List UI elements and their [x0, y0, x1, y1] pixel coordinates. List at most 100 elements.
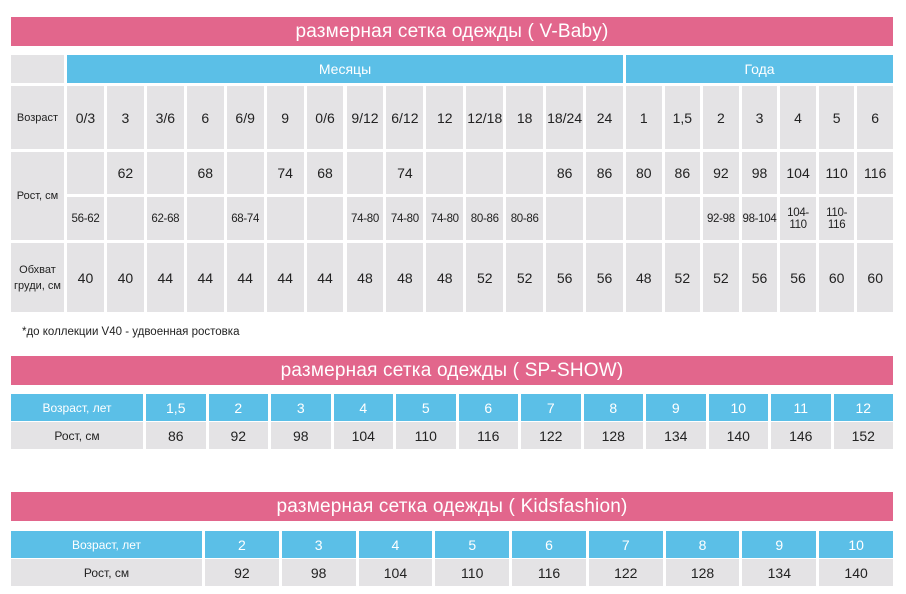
height-cell: 92 [703, 152, 739, 194]
height-cell: 110 [818, 152, 855, 194]
chest-cell: 48 [426, 243, 464, 312]
height-range-cell [106, 197, 144, 240]
age-cell: 8 [665, 531, 740, 558]
age-cell: 6 [458, 394, 518, 421]
height-cell: 140 [708, 422, 768, 449]
height-cell: 110 [435, 559, 510, 586]
age-cell: 4 [333, 394, 393, 421]
age-cell: 12 [833, 394, 893, 421]
age-cell: 5 [435, 531, 510, 558]
height-cell: 80 [626, 152, 662, 194]
height-row-label: Рост, см [11, 152, 64, 240]
height-cell: 98 [271, 422, 331, 449]
age-cell: 1,5 [664, 86, 701, 149]
age-row-label: Возраст [11, 86, 64, 149]
height-cell: 146 [771, 422, 831, 449]
chest-cell: 60 [857, 243, 893, 312]
chest-cell: 44 [266, 243, 304, 312]
height-cell: 116 [458, 422, 518, 449]
age-cell: 3 [741, 86, 778, 149]
age-cell: 0/3 [67, 86, 104, 149]
height-range-cell [626, 197, 662, 240]
height-range-cell: 92-98 [703, 197, 739, 240]
chest-cell: 52 [466, 243, 504, 312]
height-cell: 74 [266, 152, 304, 194]
age-cell: 12 [426, 86, 464, 149]
height-range-cell [586, 197, 623, 240]
age-cell: 9/12 [346, 86, 384, 149]
height-cell: 68 [306, 152, 344, 194]
height-cell: 134 [646, 422, 706, 449]
chest-cell: 48 [346, 243, 384, 312]
height-range-cell [546, 197, 584, 240]
age-cell: 4 [358, 531, 433, 558]
height-cell: 74 [386, 152, 424, 194]
height-cell [426, 152, 464, 194]
chest-cell: 44 [226, 243, 264, 312]
height-cell: 104 [333, 422, 393, 449]
height-range-cell: 98-104 [741, 197, 778, 240]
age-cell: 5 [396, 394, 456, 421]
age-cell: 1,5 [146, 394, 206, 421]
age-cell: 6/12 [386, 86, 424, 149]
age-cell: 3 [271, 394, 331, 421]
height-cell [67, 152, 104, 194]
age-cell: 10 [708, 394, 768, 421]
chest-cell: 60 [818, 243, 855, 312]
chest-cell: 40 [106, 243, 144, 312]
height-range-cell [306, 197, 344, 240]
age-cell: 2 [703, 86, 739, 149]
months-group-header: Месяцы [67, 55, 623, 83]
height-cell: 128 [583, 422, 643, 449]
chest-cell: 56 [546, 243, 584, 312]
height-range-cell: 74-80 [426, 197, 464, 240]
age-row-label: Возраст, лет [11, 394, 143, 421]
height-cell: 122 [521, 422, 581, 449]
height-cell: 92 [205, 559, 279, 586]
age-cell: 18 [506, 86, 544, 149]
height-range-cell: 104-110 [780, 197, 816, 240]
age-cell: 9 [742, 531, 817, 558]
chest-cell: 56 [780, 243, 816, 312]
height-range-cell: 62-68 [146, 197, 184, 240]
age-cell: 7 [521, 394, 581, 421]
height-cell: 152 [833, 422, 893, 449]
height-cell: 140 [819, 559, 893, 586]
height-cell [466, 152, 504, 194]
height-cell: 116 [512, 559, 586, 586]
height-range-cell: 56-62 [67, 197, 104, 240]
chest-cell: 40 [67, 243, 104, 312]
age-cell: 7 [588, 531, 663, 558]
age-cell: 10 [819, 531, 893, 558]
age-cell: 0/6 [306, 86, 344, 149]
age-cell: 2 [205, 531, 279, 558]
age-cell: 3 [106, 86, 144, 149]
height-cell: 98 [281, 559, 356, 586]
height-row-label: Рост, см [11, 559, 202, 586]
vbaby-title: размерная сетка одежды ( V-Baby) [11, 17, 893, 46]
chest-cell: 44 [306, 243, 344, 312]
chest-cell: 48 [626, 243, 662, 312]
height-cell: 104 [358, 559, 433, 586]
height-range-cell: 80-86 [506, 197, 544, 240]
height-cell: 86 [546, 152, 584, 194]
age-cell: 11 [771, 394, 831, 421]
age-cell: 6 [186, 86, 224, 149]
age-cell: 9 [646, 394, 706, 421]
age-cell: 8 [583, 394, 643, 421]
years-group-header: Года [626, 55, 893, 83]
height-cell: 86 [146, 422, 206, 449]
height-range-cell: 74-80 [346, 197, 384, 240]
vbaby-corner [11, 55, 64, 83]
footnote: *до коллекции V40 - удвоенная ростовка [22, 326, 240, 338]
chest-cell: 52 [664, 243, 701, 312]
height-cell: 86 [664, 152, 701, 194]
chest-cell: 44 [186, 243, 224, 312]
age-cell: 6 [857, 86, 893, 149]
age-cell: 6 [512, 531, 586, 558]
height-range-cell [266, 197, 304, 240]
chest-cell: 48 [386, 243, 424, 312]
age-cell: 5 [818, 86, 855, 149]
height-range-cell: 110-116 [818, 197, 855, 240]
age-row-label: Возраст, лет [11, 531, 202, 558]
